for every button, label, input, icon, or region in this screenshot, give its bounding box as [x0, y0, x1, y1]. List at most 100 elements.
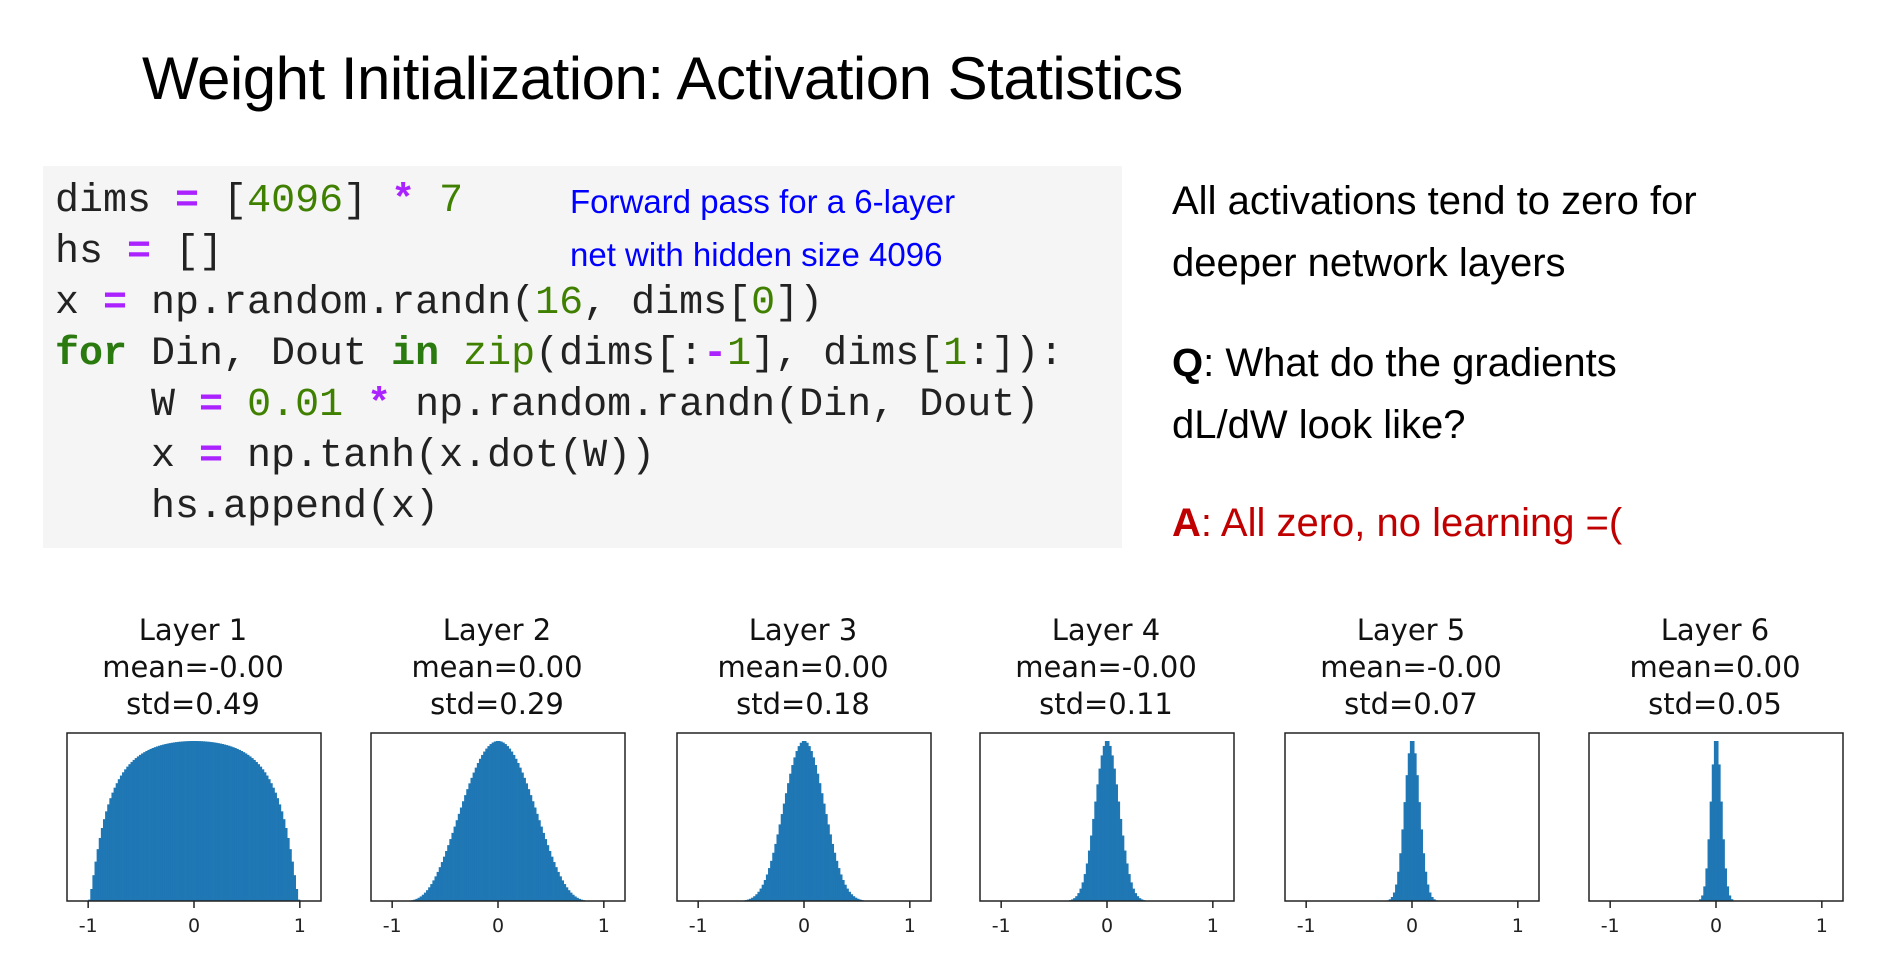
question-text: : What do the gradients: [1203, 341, 1617, 385]
histogram-bar: [801, 741, 805, 901]
histogram-bar: [105, 811, 108, 901]
histogram-1: Layer 1 mean=-0.00 std=0.49 -1 0 1: [66, 612, 322, 937]
histogram-5: Layer 5 mean=-0.00 std=0.07 -1 0 1: [1284, 612, 1540, 937]
histogram-bar: [1424, 871, 1428, 901]
x-tick-label: -1: [992, 915, 1011, 937]
histogram-bar: [561, 880, 565, 901]
code-token: [: [199, 179, 248, 224]
histogram-bar: [810, 751, 813, 901]
histogram-bar: [523, 777, 526, 901]
histogram-bar: [782, 803, 786, 901]
histogram-bar: [1718, 764, 1721, 901]
x-tick-label: -1: [79, 915, 98, 937]
histogram-bar: [827, 824, 830, 901]
histogram-bar: [770, 860, 773, 901]
code-token: 0: [751, 281, 776, 326]
histogram-bar: [768, 868, 771, 901]
code-token: 16: [535, 281, 584, 326]
histogram-bar: [259, 766, 263, 901]
code-line: hs.append(x): [55, 482, 1063, 533]
answer-text: : All zero, no learning =(: [1200, 501, 1623, 545]
histogram-bar: [514, 758, 518, 901]
histogram-bar: [555, 867, 558, 901]
histogram-bar: [1703, 886, 1706, 901]
x-tick-label: 1: [1816, 915, 1828, 937]
histogram-bar: [160, 745, 163, 901]
x-tick-label: 1: [1207, 915, 1219, 937]
histogram-bar: [468, 783, 471, 901]
histogram-bar: [1426, 884, 1430, 901]
histogram-bar: [837, 868, 841, 901]
histogram-bar: [1407, 753, 1411, 901]
histogram-bar: [476, 763, 480, 901]
histogram-bar: [145, 750, 148, 901]
histogram-bar: [1134, 893, 1138, 901]
histogram-bar: [1132, 888, 1135, 901]
histogram-bar: [1418, 802, 1421, 901]
histogram-bar: [839, 874, 843, 901]
histogram-bar: [464, 795, 467, 901]
histogram-bar: [124, 769, 127, 901]
histogram-3: Layer 3 mean=0.00 std=0.18 -1 0 1: [676, 612, 932, 937]
histogram-bar: [1412, 741, 1415, 901]
histogram-plot: -1 0 1: [1588, 732, 1844, 937]
histogram-bar: [236, 748, 239, 901]
histogram-bar: [234, 748, 237, 901]
histogram-bar: [548, 851, 552, 901]
histogram-title: Layer 3: [748, 613, 858, 647]
histogram-bar: [119, 775, 123, 901]
histogram-bar: [1096, 784, 1099, 901]
histogram-bar: [818, 783, 822, 901]
x-tick-label: 1: [1512, 915, 1524, 937]
histogram-4: Layer 4 mean=-0.00 std=0.11 -1 0 1: [979, 612, 1235, 937]
histogram-bar: [457, 813, 461, 901]
histogram-bar: [1102, 745, 1106, 901]
histogram-bar: [472, 772, 476, 901]
histogram-bar: [132, 759, 136, 901]
histogram-bar: [565, 887, 569, 901]
histogram-bar: [198, 741, 201, 901]
histogram-bar: [466, 789, 469, 901]
histogram-bar: [164, 744, 167, 901]
code-token: in: [391, 332, 440, 377]
histogram-title: Layer 4: [1051, 613, 1161, 647]
histogram-bar: [1107, 741, 1110, 901]
histogram-bar: [166, 743, 169, 901]
histogram-bar: [1701, 895, 1704, 901]
histogram-bar: [1115, 784, 1118, 901]
annotation-line: Forward pass for a 6-layer: [570, 183, 956, 220]
x-tick-label: -1: [689, 915, 708, 937]
histogram-bar: [459, 807, 463, 901]
histogram-bar: [1136, 896, 1140, 901]
histogram-bar: [128, 764, 131, 901]
histogram-bar: [291, 861, 294, 901]
histogram-bar: [763, 880, 767, 901]
code-token: np.tanh(x.dot(W)): [223, 434, 656, 479]
histogram-bar: [814, 765, 818, 901]
code-token: zip: [463, 332, 536, 377]
histogram-bar: [445, 851, 448, 901]
histogram-bar: [504, 744, 507, 901]
histogram-bar: [1104, 741, 1108, 901]
histogram-bar: [1724, 868, 1727, 901]
histogram-bar: [107, 804, 110, 901]
histogram-bar: [447, 845, 450, 901]
histogram-bar: [126, 766, 129, 901]
histogram-bar: [141, 753, 144, 901]
histogram-bar: [147, 749, 150, 901]
histogram-bar: [179, 741, 182, 901]
histogram-bar: [780, 814, 784, 901]
code-token: np.random.randn(Din, Dout): [391, 383, 1040, 428]
histogram-bar: [92, 875, 95, 901]
histogram-bar: [1081, 882, 1085, 901]
histogram-bar: [257, 764, 261, 901]
code-token: 0.01: [247, 383, 344, 428]
code-annotation: Forward pass for a 6-layer net with hidd…: [570, 175, 955, 281]
histogram-plot: -1 0 1: [1284, 732, 1540, 937]
histogram-bar: [155, 746, 159, 901]
histogram-bar: [854, 897, 858, 901]
code-token: =: [175, 179, 200, 224]
histogram-bar: [1090, 835, 1093, 901]
histogram-bar: [765, 874, 769, 901]
histogram-bar: [1713, 741, 1717, 901]
